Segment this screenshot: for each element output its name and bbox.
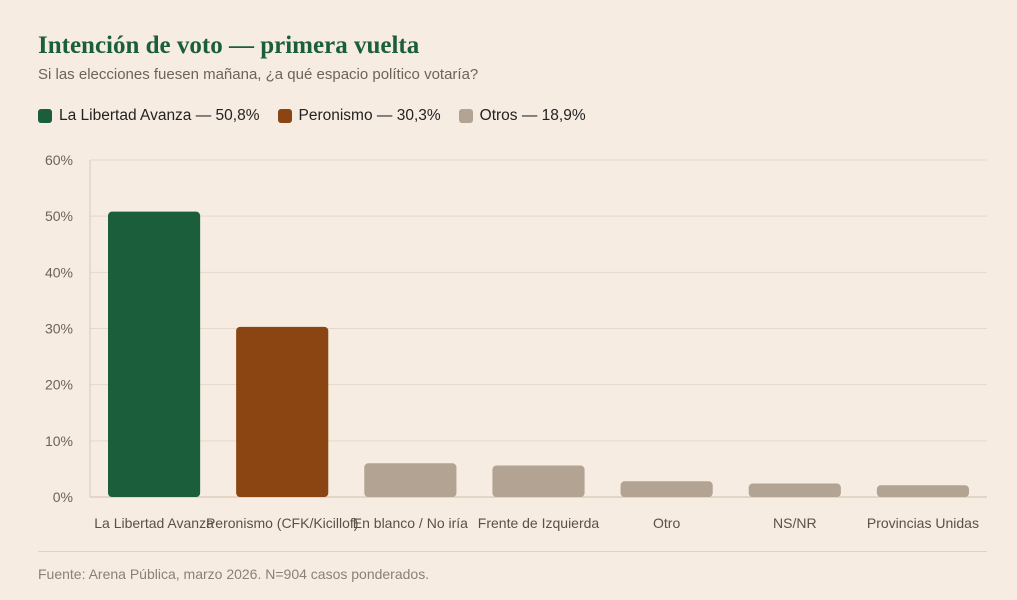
y-tick-label: 10% (45, 433, 73, 449)
legend-swatch (277, 109, 292, 123)
y-tick-label: 30% (45, 321, 73, 337)
x-tick-label: Frente de Izquierda (478, 515, 600, 531)
y-tick-label: 60% (45, 152, 73, 168)
chart-subtitle: Si las elecciones fuesen mañana, ¿a qué … (38, 66, 479, 83)
bar (108, 211, 201, 497)
legend-item-otros: Otros — 18,9% (458, 107, 586, 125)
x-tick-label: NS/NR (773, 515, 817, 531)
x-tick-label: Provincias Unidas (867, 515, 979, 531)
legend: La Libertad Avanza — 50,8% Peronismo — 3… (38, 107, 586, 125)
legend-swatch (38, 109, 52, 123)
bar (236, 326, 329, 497)
x-tick-label: En blanco / No iría (353, 515, 468, 531)
y-tick-label: 20% (45, 377, 73, 393)
footer-divider (38, 551, 987, 552)
chart-title: Intención de voto — primera vuelta (38, 32, 420, 59)
bar (748, 483, 841, 497)
legend-label: Peronismo — 30,3% (298, 107, 441, 124)
bar (364, 463, 457, 497)
y-tick-label: 40% (45, 264, 73, 280)
source-note: Fuente: Arena Pública, marzo 2026. N=904… (38, 566, 430, 582)
legend-item-lla: La Libertad Avanza — 50,8% (38, 107, 260, 125)
x-tick-label: Otro (653, 515, 680, 531)
legend-item-peronismo: Peronismo — 30,3% (277, 107, 441, 125)
bar (876, 485, 969, 497)
bar (620, 481, 713, 497)
x-tick-label: La Libertad Avanza (94, 515, 214, 531)
bar (492, 465, 585, 497)
legend-label: La Libertad Avanza — 50,8% (59, 107, 260, 124)
y-tick-label: 50% (45, 208, 73, 224)
legend-swatch (458, 109, 473, 123)
y-tick-label: 0% (53, 489, 73, 505)
x-tick-label: Peronismo (CFK/Kicillof) (206, 515, 358, 531)
legend-label: Otros — 18,9% (479, 107, 586, 124)
